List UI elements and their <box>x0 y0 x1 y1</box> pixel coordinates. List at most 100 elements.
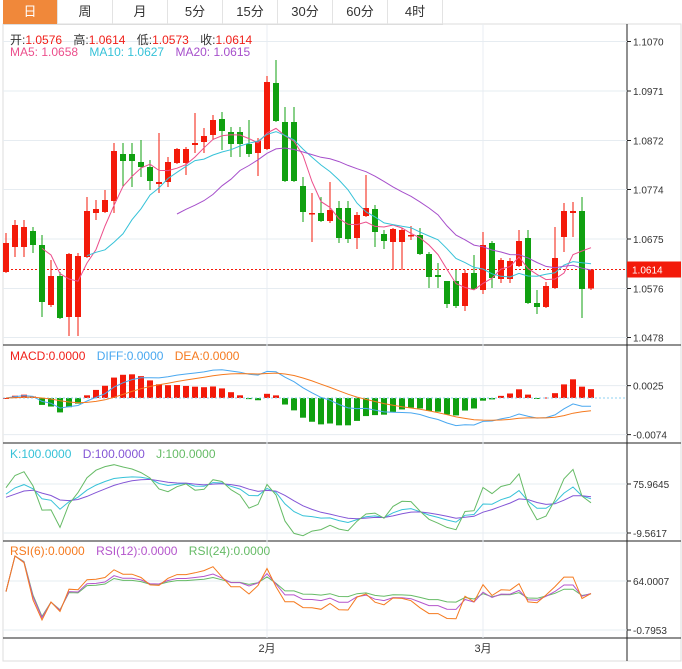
macd-axis-label: -0.0074 <box>633 431 667 442</box>
candle-up <box>165 162 171 182</box>
macd-bar <box>354 398 360 421</box>
macd-bar <box>21 394 27 398</box>
macd-bar <box>309 398 315 422</box>
rsi24-value: RSI(24):0.0000 <box>188 544 271 558</box>
tab-week[interactable]: 周 <box>58 0 113 24</box>
candle-up <box>588 269 594 289</box>
candle-up <box>21 227 27 247</box>
macd-bar <box>66 398 72 408</box>
macd-bar <box>363 398 369 417</box>
high-value: 1.0614 <box>88 33 126 47</box>
tab-5min[interactable]: 5分 <box>168 0 223 24</box>
macd-legend: MACD:0.0000 DIFF:0.0000 DEA:0.0000 <box>10 349 247 363</box>
macd-bar <box>192 386 198 398</box>
price-axis-label: 1.0872 <box>633 137 664 148</box>
candle-up <box>507 261 513 279</box>
candle-up <box>84 211 90 257</box>
k-value: K:100.0000 <box>10 447 72 461</box>
dea-value: DEA:0.0000 <box>174 349 240 363</box>
macd-bar <box>498 395 504 398</box>
macd-bar <box>165 385 171 398</box>
macd-bar <box>201 387 207 398</box>
tab-60min[interactable]: 60分 <box>333 0 388 24</box>
candle-down <box>534 303 540 307</box>
candle-down <box>138 162 144 167</box>
macd-bar <box>120 374 126 398</box>
macd-bar <box>228 392 234 398</box>
candle-up <box>102 200 108 212</box>
macd-bar <box>453 398 459 416</box>
macd-bar <box>336 398 342 426</box>
macd-bar <box>399 398 405 410</box>
macd-bar <box>282 398 288 405</box>
rsi6-value: RSI(6):0.0000 <box>10 544 85 558</box>
macd-bar <box>210 386 216 398</box>
macd-bar <box>408 398 414 408</box>
candle-down <box>444 281 450 304</box>
candle-down <box>381 234 387 241</box>
tab-4hour[interactable]: 4时 <box>388 0 443 24</box>
candle-up <box>48 276 54 305</box>
macd-bar <box>588 389 594 398</box>
tab-30min[interactable]: 30分 <box>278 0 333 24</box>
macd-bar <box>435 398 441 412</box>
candle-down <box>471 273 477 289</box>
candle-up <box>210 120 216 135</box>
period-tabs: 日 周 月 5分 15分 30分 60分 4时 <box>3 0 443 25</box>
macd-bar <box>48 398 54 407</box>
dea-line <box>5 372 592 421</box>
candle-down <box>426 254 432 277</box>
price-axis-label: 1.0675 <box>633 235 664 246</box>
macd-bar <box>489 398 495 400</box>
tab-day[interactable]: 日 <box>3 0 58 24</box>
macd-bar <box>426 398 432 411</box>
macd-axis-label: 0.0025 <box>633 382 664 393</box>
j-value: J:100.0000 <box>156 447 216 461</box>
candle-down <box>246 144 252 154</box>
k-line <box>5 476 592 524</box>
candle-down <box>120 154 126 161</box>
candle-down <box>453 281 459 306</box>
kdj-legend: K:100.0000 D:100.0000 J:100.0000 <box>10 447 224 461</box>
low-label: 低: <box>136 33 153 47</box>
candle-down <box>273 83 279 121</box>
candle-up <box>93 209 99 213</box>
kdj-axis-label: -9.5617 <box>633 529 667 540</box>
macd-bar <box>462 398 468 411</box>
candle-up <box>111 151 117 201</box>
candle-up <box>390 229 396 242</box>
macd-bar <box>147 380 153 398</box>
price-axis-label: 1.0478 <box>633 334 664 345</box>
ma-legend: MA5: 1.0658 MA10: 1.0627 MA20: 1.0615 <box>10 45 258 59</box>
candle-up <box>408 235 414 237</box>
candle-down <box>237 132 243 144</box>
candle-down <box>336 208 342 238</box>
macd-bar <box>471 398 477 409</box>
x-axis-label: 3月 <box>474 643 491 655</box>
macd-bar <box>75 398 81 404</box>
macd-bar <box>480 398 486 401</box>
price-axis-label: 1.0576 <box>633 285 664 296</box>
candle-down <box>228 132 234 144</box>
current-price-label: 1.0614 <box>632 266 663 277</box>
candle-up <box>462 273 468 306</box>
macd-bar <box>129 374 135 398</box>
tab-15min[interactable]: 15分 <box>223 0 278 24</box>
macd-bar <box>174 385 180 398</box>
candle-down <box>372 209 378 232</box>
d-line <box>5 478 592 520</box>
candle-up <box>561 211 567 237</box>
candle-down <box>129 154 135 161</box>
ma5-value: MA5: 1.0658 <box>10 45 79 59</box>
candle-down <box>525 238 531 303</box>
tab-month[interactable]: 月 <box>113 0 168 24</box>
rsi12-value: RSI(12):0.0000 <box>96 544 178 558</box>
candle-up <box>480 245 486 290</box>
macd-bar <box>246 398 252 400</box>
close-value: 1.0614 <box>215 33 253 47</box>
price-axis-label: 1.0774 <box>633 186 664 197</box>
ma10-line <box>86 131 592 278</box>
macd-bar <box>381 398 387 415</box>
